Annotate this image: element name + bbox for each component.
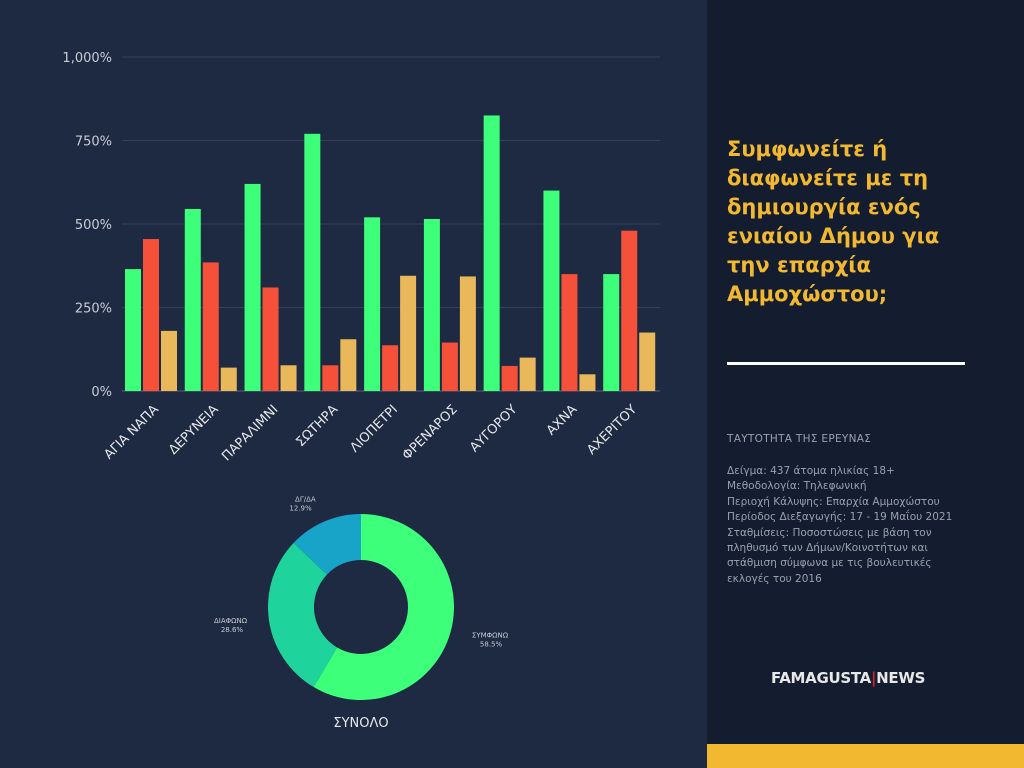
bar <box>280 365 297 391</box>
y-tick-label: 0% <box>91 385 112 400</box>
bar <box>322 365 339 391</box>
bar <box>603 274 620 391</box>
bar <box>382 345 399 391</box>
bar <box>483 115 500 391</box>
bar <box>340 339 357 391</box>
chart-panel: 0% 250% 500% 750% 1,000% ΑΓΙΑ ΝΑΠΑ ΔΕΡΥΝΕΙΑ ΠΑΡ… <box>62 51 660 731</box>
slice-label: ΔΓ/ΔΑ <box>295 495 316 503</box>
survey-detail-line: Περιοχή Κάλυψης: Επαρχία Αμμοχώστου <box>727 495 940 508</box>
bar <box>244 183 261 391</box>
survey-detail-line: Μεθοδολογία: Τηλεφωνική <box>727 480 867 493</box>
donut-title: ΣΥΝΟΛΟ <box>333 716 388 731</box>
bar <box>304 133 321 391</box>
bar <box>423 218 440 391</box>
survey-details: Δείγμα: 437 άτομα ηλικίας 18+ Μεθοδολογί… <box>727 464 1007 587</box>
survey-question: Συμφωνείτε ή διαφωνείτε με τη δημιουργία… <box>727 137 940 306</box>
bar <box>220 367 237 391</box>
slice-label: ΣΥΜΦΩΝΩ <box>472 631 509 639</box>
bar <box>561 274 578 391</box>
bar <box>519 357 536 391</box>
donut-slice <box>313 514 454 700</box>
bar <box>543 190 560 391</box>
bar <box>400 275 417 391</box>
survey-heading: ΤΑΥΤΟΤΗΤΑ ΤΗΣ ΕΡΕΥΝΑΣ <box>727 433 872 445</box>
divider <box>727 362 965 365</box>
survey-detail-line: Περίοδος Διεξαγωγής: 17 - 19 Μαΐου 2021 <box>727 511 953 524</box>
bar <box>501 365 518 391</box>
bar-chart: 0%250%500%750%1,000%ΑΓΙΑ ΝΑΠΑ ΔΕΡΥΝΕΙΑΠΑΡ… <box>62 51 660 464</box>
bar <box>441 342 458 391</box>
survey-detail-line: Δείγμα: 437 άτομα ηλικίας 18+ <box>727 465 895 477</box>
survey-detail-line: Σταθμίσεις: Ποσοστώσεις με βάση τον <box>727 526 932 539</box>
bar <box>639 332 656 391</box>
survey-detail-line: πληθυσμό των Δήμων/Κοινοτήτων και <box>727 542 928 555</box>
slice-value-label: 58.5% <box>480 640 503 648</box>
famagusta-news-logo: FAMAGUSTA|NEWS <box>771 669 925 687</box>
bar <box>621 230 638 391</box>
slice-value-label: 28.6% <box>221 626 244 634</box>
logo-divider-mark: | <box>870 669 877 687</box>
donut-slice <box>268 542 338 688</box>
bar <box>262 287 279 391</box>
logo-text-famagusta: FAMAGUSTA <box>771 669 871 687</box>
donut-slice <box>293 514 361 575</box>
y-tick-label: 1,000% <box>62 51 112 66</box>
info-sidebar: Συμφωνείτε ή διαφωνείτε με τη δημιουργία… <box>707 0 1024 768</box>
bar <box>202 262 219 391</box>
y-tick-label: 250% <box>75 302 112 317</box>
bar <box>125 269 141 391</box>
bar <box>459 276 476 391</box>
logo-text-news: NEWS <box>876 669 926 687</box>
bar <box>579 374 596 391</box>
bar <box>161 330 177 391</box>
y-tick-label: 500% <box>75 218 112 233</box>
slice-value-label: 12.9% <box>289 504 312 512</box>
survey-detail-line: εκλογές του 2016 <box>727 572 822 585</box>
survey-detail-line: στάθμιση σύμφωνα με τις βουλευτικές <box>727 557 932 570</box>
y-tick-label: 750% <box>75 135 112 150</box>
bar <box>184 208 201 391</box>
bar <box>143 239 159 391</box>
footer-accent-bar <box>707 744 1024 768</box>
slice-label: ΔΙΑΦΩΝΩ <box>214 617 248 625</box>
bar <box>364 217 381 391</box>
